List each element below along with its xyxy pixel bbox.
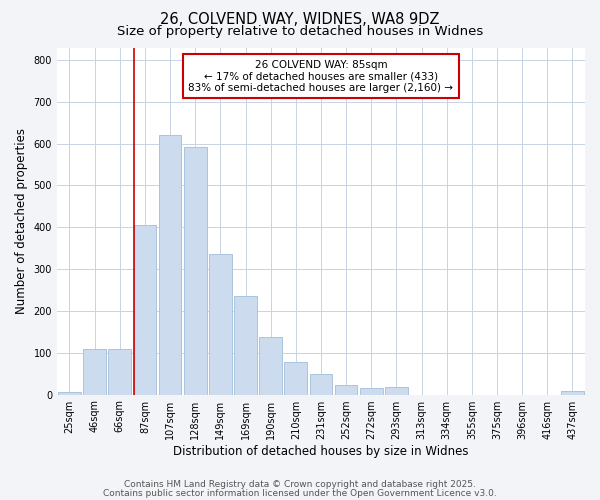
Bar	[310, 374, 332, 394]
Bar	[58, 392, 81, 394]
Bar	[234, 296, 257, 394]
Bar	[284, 362, 307, 394]
Bar	[83, 350, 106, 395]
Bar	[360, 388, 383, 394]
Y-axis label: Number of detached properties: Number of detached properties	[15, 128, 28, 314]
Bar	[259, 337, 282, 394]
Bar	[184, 146, 206, 394]
Text: Size of property relative to detached houses in Widnes: Size of property relative to detached ho…	[117, 25, 483, 38]
Text: 26 COLVEND WAY: 85sqm
← 17% of detached houses are smaller (433)
83% of semi-det: 26 COLVEND WAY: 85sqm ← 17% of detached …	[188, 60, 454, 93]
Bar	[209, 254, 232, 394]
Bar	[159, 136, 181, 394]
Text: 26, COLVEND WAY, WIDNES, WA8 9DZ: 26, COLVEND WAY, WIDNES, WA8 9DZ	[160, 12, 440, 28]
Bar	[561, 391, 584, 394]
Text: Contains public sector information licensed under the Open Government Licence v3: Contains public sector information licen…	[103, 488, 497, 498]
Bar	[385, 388, 408, 394]
Bar	[109, 350, 131, 395]
X-axis label: Distribution of detached houses by size in Widnes: Distribution of detached houses by size …	[173, 444, 469, 458]
Bar	[335, 384, 358, 394]
Bar	[134, 225, 156, 394]
Text: Contains HM Land Registry data © Crown copyright and database right 2025.: Contains HM Land Registry data © Crown c…	[124, 480, 476, 489]
